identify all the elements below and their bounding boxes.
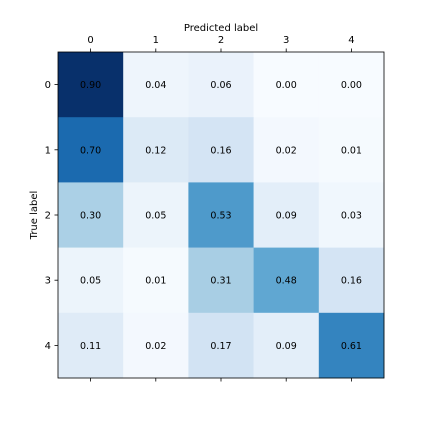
x-axis-label: Predicted label <box>184 23 258 34</box>
heatmap-cell-label: 0.01 <box>145 276 166 287</box>
heatmap-cell <box>188 247 254 314</box>
heatmap-cell <box>253 312 320 379</box>
heatmap-cell-label: 0.61 <box>341 341 362 352</box>
heatmap-cell <box>253 117 320 183</box>
heatmap-cell-label: 0.11 <box>80 341 101 352</box>
heatmap-cell-label: 0.09 <box>276 341 297 352</box>
heatmap-cell-label: 0.53 <box>210 211 231 222</box>
heatmap-cell <box>123 312 189 379</box>
heatmap-cell-label: 0.70 <box>80 145 101 156</box>
heatmap-cell-label: 0.12 <box>145 145 166 156</box>
heatmap-cell-label: 0.90 <box>80 80 101 91</box>
heatmap-cell <box>123 182 189 248</box>
heatmap-cell <box>123 117 189 183</box>
heatmap-cell-label: 0.48 <box>276 276 297 287</box>
heatmap-cell-label: 0.09 <box>276 211 297 222</box>
heatmap-cell-label: 0.05 <box>145 211 166 222</box>
x-tick-label: 1 <box>153 35 159 46</box>
x-tick-label: 3 <box>283 35 289 46</box>
heatmap-cell-labels: 0.90 0.04 0.06 0.00 0.00 0.70 0.12 0.16 0.02 0.01… <box>80 80 362 352</box>
y-tick-label: 1 <box>45 145 51 156</box>
heatmap-cell-label: 0.03 <box>341 211 362 222</box>
heatmap-cell-label: 0.06 <box>210 80 231 91</box>
heatmap-cell <box>253 52 320 118</box>
y-tick-label: 2 <box>45 211 51 222</box>
heatmap-cell <box>123 247 189 314</box>
heatmap-cell-label: 0.04 <box>145 80 166 91</box>
heatmap-cell-label: 0.17 <box>210 341 231 352</box>
heatmap-cell <box>318 117 385 183</box>
heatmap-cell-label: 0.16 <box>210 145 231 156</box>
heatmap-cell <box>253 182 320 248</box>
heatmap-cell <box>318 182 385 248</box>
heatmap-cell-label: 0.00 <box>341 80 362 91</box>
heatmap-cell-label: 0.16 <box>341 276 362 287</box>
y-axis-label: True label <box>29 191 40 241</box>
heatmap-cell-label: 0.31 <box>210 276 231 287</box>
y-tick-label: 0 <box>45 80 51 91</box>
heatmap-cell-label: 0.05 <box>80 276 101 287</box>
x-axis-ticks: 0 1 2 3 4 <box>87 35 355 382</box>
heatmap-cell <box>58 52 124 118</box>
heatmap-cell <box>253 247 320 314</box>
y-tick-label: 4 <box>45 341 51 352</box>
heatmap-cell <box>318 247 385 314</box>
y-tick-label: 3 <box>45 276 51 287</box>
heatmap-cells <box>58 52 385 379</box>
heatmap-cell <box>188 182 254 248</box>
heatmap-cell <box>188 117 254 183</box>
heatmap-cell-label: 0.02 <box>145 341 166 352</box>
heatmap-cell <box>188 312 254 379</box>
heatmap-cell-label: 0.00 <box>276 80 297 91</box>
heatmap-cell-label: 0.01 <box>341 145 362 156</box>
heatmap-cell <box>58 117 124 183</box>
heatmap-cell-label: 0.02 <box>276 145 297 156</box>
heatmap-cell <box>188 52 254 118</box>
x-tick-label: 4 <box>348 35 354 46</box>
heatmap-cell <box>123 52 189 118</box>
x-tick-label: 2 <box>218 35 224 46</box>
heatmap-cell <box>318 312 385 379</box>
heatmap-cell <box>58 247 124 314</box>
y-axis-ticks: 0 1 2 3 4 <box>45 80 58 352</box>
heatmap-cell-label: 0.30 <box>80 211 101 222</box>
heatmap-cell <box>318 52 385 118</box>
heatmap-cell <box>58 312 124 379</box>
heatmap-cell <box>58 182 124 248</box>
x-tick-label: 0 <box>87 35 93 46</box>
